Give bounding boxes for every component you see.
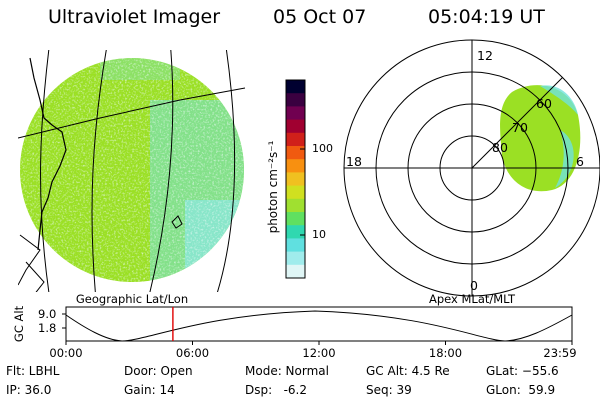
info-gain: Gain: 14 xyxy=(124,383,175,397)
colorbar-step xyxy=(286,185,305,200)
xtick-label: 18:00 xyxy=(429,346,462,360)
xtick-label: 12:00 xyxy=(302,346,335,360)
polar-uv-emission xyxy=(500,85,581,192)
colorbar-step xyxy=(286,146,305,160)
mlt-label-12: 12 xyxy=(477,48,493,63)
date-label: 05 Oct 07 xyxy=(273,6,367,28)
colorbar-step xyxy=(286,225,305,239)
colorbar-step xyxy=(286,251,305,266)
time-label: 05:04:19 UT xyxy=(428,6,545,28)
colorbar-step xyxy=(286,132,305,147)
info-door: Door: Open xyxy=(124,364,193,378)
colorbar-step xyxy=(286,119,305,134)
polar-grid xyxy=(343,39,600,297)
ytick-1-8: 1.8 xyxy=(38,321,56,335)
ytick-9: 9.0 xyxy=(38,307,56,321)
colorbar-step xyxy=(286,198,305,213)
info-seq: Seq: 39 xyxy=(366,383,412,397)
colorbar: 100 10 photon cm⁻²s⁻¹ xyxy=(266,79,333,279)
colorbar-step xyxy=(286,172,305,187)
colorbar-step xyxy=(286,238,305,253)
colorbar-step xyxy=(286,264,305,279)
info-mode: Mode: Normal xyxy=(245,364,329,378)
info-gc-alt: GC Alt: 4.5 Re xyxy=(366,364,450,378)
timeline-ylabel: GC Alt xyxy=(12,305,26,342)
info-glon: GLon: 59.9 xyxy=(486,383,556,397)
left-panel-label: Geographic Lat/Lon xyxy=(76,292,188,306)
info-dsp: Dsp: -6.2 xyxy=(245,383,308,397)
info-ip: IP: 36.0 xyxy=(6,383,52,397)
polar-plot: 12 18 6 0 60 70 80 xyxy=(343,39,600,297)
colorbar-unit-label: photon cm⁻²s⁻¹ xyxy=(266,140,280,233)
app-title: Ultraviolet Imager xyxy=(48,6,221,28)
mlt-label-6: 6 xyxy=(576,154,584,169)
colorbar-step xyxy=(286,80,305,94)
mlt-label-0: 0 xyxy=(470,278,478,293)
colorbar-tick-10: 10 xyxy=(312,228,326,241)
xtick-label: 23:59 xyxy=(543,346,576,360)
xtick-label: 06:00 xyxy=(176,346,209,360)
xtick-label: 00:00 xyxy=(49,346,82,360)
colorbar-tick-100: 100 xyxy=(312,142,333,155)
colorbar-step xyxy=(286,93,305,107)
mlat-label-70: 70 xyxy=(512,120,528,135)
lat-lon-grid xyxy=(18,50,246,292)
geographic-image xyxy=(18,50,246,292)
colorbar-step xyxy=(286,159,305,173)
mlt-label-18: 18 xyxy=(346,154,362,169)
altitude-curve xyxy=(65,310,573,342)
info-glat: GLat: −55.6 xyxy=(486,364,559,378)
colorbar-step xyxy=(286,106,305,121)
right-panel-label: Apex MLat/MLT xyxy=(429,292,516,306)
coastline xyxy=(29,57,67,251)
colorbar-step xyxy=(286,212,305,226)
mlat-label-80: 80 xyxy=(492,140,508,155)
altitude-timeline: 9.0 1.8 GC Alt 00:00 06:00 12:00 18:00 23:59 xyxy=(12,305,577,360)
info-flt: Flt: LBHL xyxy=(6,364,60,378)
mlat-label-60: 60 xyxy=(536,96,552,111)
